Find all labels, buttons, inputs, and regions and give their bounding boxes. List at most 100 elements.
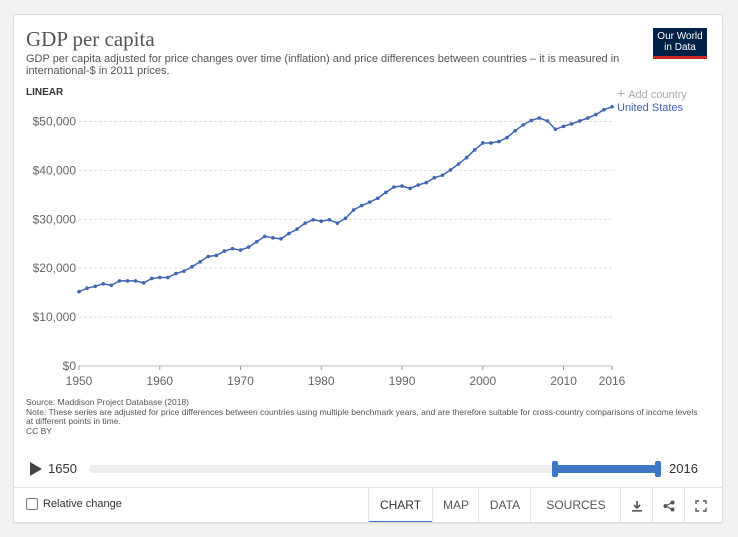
footnote: Source: Maddison Project Database (2018)… [26,397,706,436]
data-point [602,107,606,112]
y-tick-label: $0 [63,359,77,373]
data-point [545,119,550,123]
checkbox-icon[interactable] [26,498,38,510]
data-point [376,196,380,201]
logo-line-2: in Data [664,42,696,53]
data-point [343,216,348,221]
relative-change-toggle[interactable]: Relative change [26,498,122,510]
fullscreen-icon [695,499,707,512]
y-tick-label: $50,000 [33,114,77,128]
x-tick-label: 1950 [66,374,93,388]
data-point [553,127,558,132]
data-point [416,183,420,187]
data-point [610,104,614,109]
data-point [464,155,469,160]
data-point [271,236,275,240]
data-point [351,208,356,212]
download-button[interactable] [620,488,653,522]
data-point [585,116,590,120]
x-tick-label: 2000 [469,374,496,388]
data-point [327,217,332,222]
note-text: Note: These series are adjusted for pric… [26,406,698,426]
source-text: Source: Maddison Project Database (2018) [26,397,190,407]
data-point [230,246,235,251]
data-point [392,185,396,189]
x-tick-label: 1960 [146,374,173,388]
data-point [214,253,219,258]
data-point [577,119,582,123]
data-point [295,227,299,231]
data-point [101,282,106,286]
data-point [141,281,146,285]
data-point [246,245,251,249]
data-point [505,135,509,140]
controls-bar: Relative change CHART MAP DATA SOURCES [14,487,722,522]
share-button[interactable] [652,488,685,522]
chart-subtitle: GDP per capita adjusted for price change… [26,53,620,77]
series-label: United States [617,102,684,114]
chart-title: GDP per capita [26,27,155,51]
data-point [529,118,534,123]
data-point [335,221,340,225]
y-tick-label: $10,000 [33,310,77,324]
series-line-united-states [78,106,613,293]
tab-sources[interactable]: SOURCES [530,488,621,522]
data-point [190,264,194,269]
data-point [279,237,283,241]
data-point [367,200,372,204]
data-point [117,279,122,283]
data-point [561,124,566,129]
data-point [174,271,178,276]
data-point [262,234,267,239]
data-point [440,173,445,178]
data-point [456,162,461,166]
scale-toggle[interactable]: LINEAR [26,87,64,98]
data-point [497,139,501,144]
data-point [206,254,211,259]
data-point [408,186,412,191]
data-point [133,279,138,283]
data-point [594,112,598,117]
license-text: CC BY [26,425,52,436]
timeline: 1650 2016 [14,455,722,485]
tab-chart[interactable]: CHART [368,488,432,522]
tab-data[interactable]: DATA [478,488,531,522]
add-country-button[interactable]: + Add country [617,85,687,101]
play-icon[interactable] [30,462,42,476]
x-tick-label: 2010 [550,374,577,388]
data-point [254,239,259,244]
fullscreen-button[interactable] [684,488,717,522]
x-tick-label: 1970 [227,374,254,388]
logo-line-1: Our World [657,31,703,42]
timeline-track[interactable] [89,465,663,473]
chart-card: GDP per capita GDP per capita adjusted f… [13,14,723,523]
data-point [311,217,315,222]
download-icon [632,500,642,512]
data-point [513,128,517,133]
line-chart: $0 $10,000 $20,000 $30,000 $40,000 $50,000 195… [33,102,684,388]
data-point [109,283,114,288]
timeline-start-handle[interactable] [552,461,558,477]
data-point [472,148,477,152]
data-point [400,184,404,188]
data-point [432,175,437,180]
data-point [157,275,162,280]
data-point [480,141,485,145]
timeline-start-year: 1650 [48,461,77,476]
share-icon [663,500,675,511]
data-point [384,190,388,195]
data-point [149,276,154,281]
data-point [93,284,97,289]
data-point [77,289,81,294]
tab-map[interactable]: MAP [432,488,479,522]
owid-logo[interactable]: Our World in Data [653,28,707,59]
timeline-selected-range[interactable] [554,465,660,473]
data-point [287,231,291,236]
data-point [489,141,493,145]
timeline-end-handle[interactable] [655,461,661,477]
timeline-end-year: 2016 [669,461,698,476]
data-point [166,275,170,280]
data-point [569,122,574,126]
data-point [424,180,429,185]
data-point [198,260,202,264]
